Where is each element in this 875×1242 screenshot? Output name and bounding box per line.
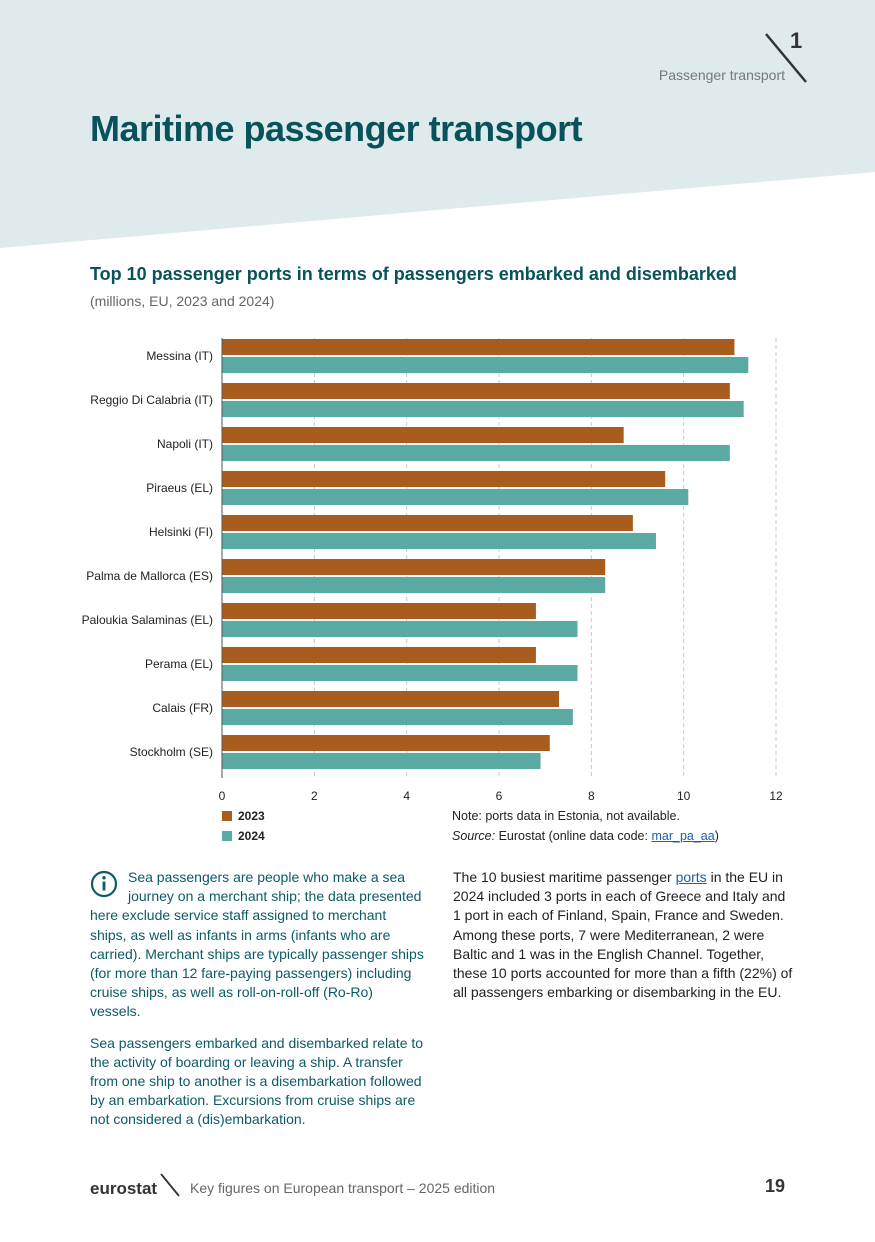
category-label: Calais (FR) xyxy=(152,701,213,715)
header-band xyxy=(0,0,875,248)
bar-2024 xyxy=(222,357,749,373)
source-text: Eurostat (online data code: xyxy=(498,829,648,843)
logo-slash-icon xyxy=(160,1173,180,1197)
bar-2024 xyxy=(222,489,689,505)
category-label: Piraeus (EL) xyxy=(146,481,213,495)
bar-2023 xyxy=(222,427,624,443)
bar-2024 xyxy=(222,533,656,549)
page-title: Maritime passenger transport xyxy=(90,108,583,149)
x-tick-label: 10 xyxy=(677,789,691,800)
bar-2023 xyxy=(222,559,606,575)
x-tick-label: 6 xyxy=(496,789,503,800)
bar-2024 xyxy=(222,709,573,725)
bar-2024 xyxy=(222,401,744,417)
chart-title: Top 10 passenger ports in terms of passe… xyxy=(90,264,737,284)
source-line: Source: Eurostat (online data code: mar_… xyxy=(452,826,719,846)
legend-swatch-2024 xyxy=(222,831,232,841)
info-paragraph-2: Sea passengers embarked and disembarked … xyxy=(90,1034,424,1128)
body-text-start: The 10 busiest maritime passenger xyxy=(453,869,676,885)
bar-2023 xyxy=(222,735,550,751)
bar-2023 xyxy=(222,471,666,487)
legend-label-2023: 2023 xyxy=(238,809,265,823)
category-label: Stockholm (SE) xyxy=(130,745,213,759)
x-tick-label: 4 xyxy=(403,789,410,800)
bar-2023 xyxy=(222,383,730,399)
body-text-end: in the EU in 2024 included 3 ports in ea… xyxy=(453,869,793,1001)
legend-swatch-2023 xyxy=(222,811,232,821)
bar-2024 xyxy=(222,665,578,681)
info-box: Sea passengers are people who make a sea… xyxy=(90,868,425,1142)
category-label: Napoli (IT) xyxy=(157,437,213,451)
x-tick-label: 2 xyxy=(311,789,318,800)
chart-legend: 2023 2024 xyxy=(222,806,265,846)
bar-2023 xyxy=(222,691,560,707)
note-text: Note: ports data in Estonia, not availab… xyxy=(452,809,680,823)
bar-2024 xyxy=(222,445,730,461)
chart-notes: Note: ports data in Estonia, not availab… xyxy=(452,806,719,846)
ports-link[interactable]: ports xyxy=(675,869,707,885)
category-label: Messina (IT) xyxy=(146,349,213,363)
bar-2023 xyxy=(222,515,633,531)
chapter-slash-icon xyxy=(765,33,807,83)
page-number: 19 xyxy=(764,1176,785,1196)
x-tick-label: 8 xyxy=(588,789,595,800)
category-label: Helsinki (FI) xyxy=(149,525,213,539)
chart-subtitle: (millions, EU, 2023 and 2024) xyxy=(90,293,275,309)
bar-2024 xyxy=(222,753,541,769)
bar-2024 xyxy=(222,577,606,593)
chapter-number: 1 xyxy=(790,28,803,53)
source-label: Source: xyxy=(452,829,496,843)
bar-chart: 0 2 4 6 8 10 12 Messina (IT) Reggio Di Calabria … xyxy=(82,338,783,800)
eurostat-logo: eurostat xyxy=(90,1179,158,1198)
bar-2024 xyxy=(222,621,578,637)
info-paragraph-1: Sea passengers are people who make a sea… xyxy=(90,869,424,1020)
legend-label-2024: 2024 xyxy=(238,829,265,843)
legend-item-2024: 2024 xyxy=(222,826,265,846)
legend-item-2023: 2023 xyxy=(222,806,265,826)
chapter-label: Passenger transport xyxy=(658,67,785,83)
bar-2023 xyxy=(222,647,536,663)
x-tick-label: 0 xyxy=(219,789,226,800)
info-icon xyxy=(90,870,118,898)
source-close: ) xyxy=(714,829,719,843)
body-paragraph: The 10 busiest maritime passenger ports … xyxy=(453,868,793,1002)
category-label: Perama (EL) xyxy=(145,657,213,671)
category-label: Paloukia Salaminas (EL) xyxy=(82,613,213,627)
bar-2023 xyxy=(222,339,735,355)
x-tick-label: 12 xyxy=(769,789,783,800)
category-label: Reggio Di Calabria (IT) xyxy=(90,393,213,407)
category-label: Palma de Mallorca (ES) xyxy=(86,569,213,583)
source-code-link[interactable]: mar_pa_aa xyxy=(651,829,715,843)
publication-title: Key figures on European transport – 2025… xyxy=(190,1180,496,1196)
bar-2023 xyxy=(222,603,536,619)
